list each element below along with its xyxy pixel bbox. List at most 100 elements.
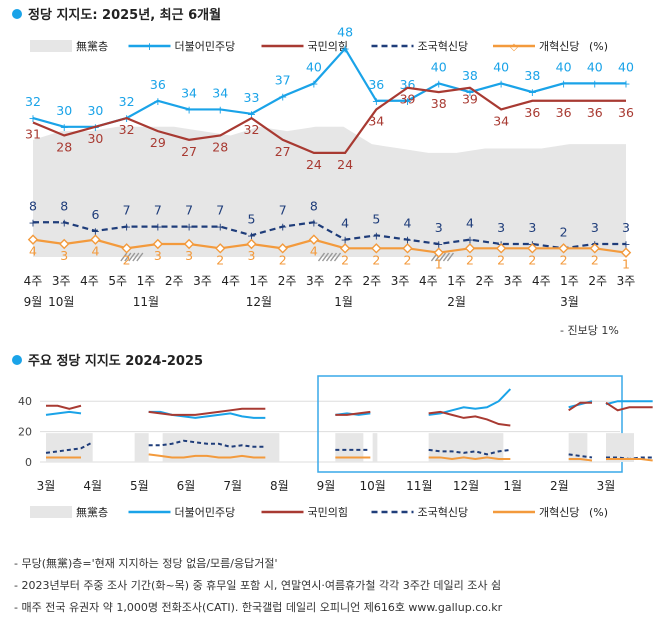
legend-marker-reform: ◇ bbox=[510, 42, 518, 53]
legend-label-reform: 개혁신당 bbox=[539, 40, 579, 53]
month-tick-label: 9월 bbox=[24, 295, 43, 309]
data-label-ppp: 28 bbox=[56, 139, 72, 154]
point-dem: + bbox=[278, 90, 287, 103]
point-dem: + bbox=[184, 103, 193, 116]
data-label-rebuild: 3 bbox=[622, 220, 630, 235]
data-label-ppp: 36 bbox=[524, 105, 540, 120]
data-label-ppp: 38 bbox=[431, 96, 447, 111]
gap-hatch bbox=[446, 252, 455, 262]
gap-hatch bbox=[438, 252, 447, 262]
week-tick-label: 3주 bbox=[504, 274, 523, 288]
data-label-rebuild: 7 bbox=[123, 203, 131, 218]
point-dem: + bbox=[621, 77, 630, 90]
week-tick-label: 2주 bbox=[165, 274, 184, 288]
point-reform bbox=[402, 243, 413, 254]
legend-label-ppp: 국민의힘 bbox=[308, 40, 348, 53]
data-label-reform: 2 bbox=[372, 252, 380, 267]
data-label-reform: 2 bbox=[466, 252, 474, 267]
point-dem: + bbox=[528, 86, 537, 99]
point-reform bbox=[589, 243, 601, 254]
week-tick-label: 1주 bbox=[447, 274, 466, 288]
data-label-rebuild: 4 bbox=[341, 216, 349, 231]
footnote-1: - 무당(無黨)층='현재 지지하는 정당 없음/모름/응답거절' bbox=[14, 557, 278, 570]
month-tick-label: 9월 bbox=[317, 479, 336, 493]
gap-hatch bbox=[128, 252, 136, 262]
month-tick-label: 1월 bbox=[334, 295, 353, 309]
point-rebuild: + bbox=[465, 234, 474, 247]
line-ppp bbox=[335, 410, 371, 416]
area-none-block bbox=[568, 433, 588, 462]
data-label-dem: 37 bbox=[275, 72, 291, 87]
month-tick-label: 11월 bbox=[133, 295, 159, 309]
month-tick-label: 5월 bbox=[130, 479, 149, 493]
line-rebuild bbox=[45, 441, 94, 454]
week-tick-label: 2주 bbox=[334, 274, 353, 288]
title-bullet-icon bbox=[12, 8, 22, 19]
data-label-rebuild: 2 bbox=[560, 224, 568, 239]
data-label-dem: 40 bbox=[493, 59, 509, 74]
area-none-block bbox=[372, 433, 378, 462]
footnote-3: - 매주 전국 유권자 약 1,000명 전화조사(CATI). 한국갤럽 데일… bbox=[14, 601, 503, 614]
data-label-dem: 36 bbox=[368, 77, 384, 92]
data-label-dem: 40 bbox=[556, 59, 572, 74]
legend-swatch-none bbox=[30, 506, 72, 518]
line-ppp bbox=[32, 86, 626, 154]
area-none-block bbox=[606, 433, 634, 462]
data-label-ppp: 30 bbox=[87, 131, 103, 146]
data-label-ppp: 36 bbox=[556, 105, 572, 120]
secondary-chart-title: 주요 정당 지지도 2024-2025 bbox=[12, 350, 203, 369]
legend-label-none: 無黨층 bbox=[76, 505, 108, 519]
point-dem: + bbox=[216, 103, 225, 116]
point-reform bbox=[215, 243, 226, 254]
point-reform bbox=[152, 238, 164, 250]
gap-hatch bbox=[120, 252, 128, 262]
y-tick-label: 40 bbox=[18, 395, 32, 408]
data-label-dem: 34 bbox=[181, 85, 197, 100]
month-tick-label: 4월 bbox=[83, 479, 102, 493]
line-reform bbox=[428, 456, 511, 460]
point-rebuild: + bbox=[247, 229, 256, 242]
point-dem: + bbox=[60, 121, 69, 134]
point-dem: + bbox=[497, 77, 506, 90]
point-rebuild: + bbox=[621, 238, 630, 251]
month-tick-label: 3월 bbox=[37, 479, 56, 493]
point-dem: + bbox=[28, 112, 37, 125]
legend-unit: (%) bbox=[589, 506, 608, 519]
point-dem: + bbox=[372, 95, 381, 108]
point-dem: + bbox=[403, 95, 412, 108]
gap-hatch bbox=[321, 252, 330, 262]
point-rebuild: + bbox=[372, 229, 381, 242]
data-label-ppp: 39 bbox=[400, 92, 416, 107]
data-label-reform: 4 bbox=[310, 244, 318, 259]
point-reform bbox=[121, 243, 132, 254]
gap-hatch bbox=[329, 252, 338, 262]
point-dem: + bbox=[247, 108, 256, 121]
month-tick-label: 11월 bbox=[406, 479, 432, 493]
data-label-rebuild: 8 bbox=[310, 198, 318, 213]
data-label-reform: 3 bbox=[60, 248, 68, 263]
line-dem bbox=[32, 46, 626, 128]
legend: 無黨층 + 더불어민주당 국민의힘 조국혁신당 ◇ 개혁신당 (%) bbox=[30, 39, 608, 53]
point-reform bbox=[246, 238, 257, 250]
data-label-ppp: 24 bbox=[337, 157, 353, 172]
data-label-ppp: 34 bbox=[368, 113, 384, 128]
data-label-dem: 30 bbox=[87, 103, 103, 118]
data-label-ppp: 36 bbox=[587, 105, 603, 120]
main-chart-title: 정당 지지도: 2025년, 최근 6개월 bbox=[12, 4, 221, 23]
data-label-reform: 1 bbox=[622, 257, 630, 272]
data-label-ppp: 39 bbox=[462, 92, 478, 107]
point-dem: + bbox=[590, 77, 599, 90]
line-rebuild bbox=[148, 439, 266, 448]
data-label-rebuild: 7 bbox=[154, 203, 162, 218]
line-ppp bbox=[46, 404, 82, 410]
line-dem bbox=[45, 410, 82, 416]
data-label-dem: 40 bbox=[587, 59, 603, 74]
point-reform bbox=[308, 234, 320, 245]
point-reform bbox=[90, 234, 101, 245]
month-tick-label: 6월 bbox=[177, 479, 196, 493]
line-ppp bbox=[605, 401, 653, 412]
data-label-reform: 1 bbox=[435, 257, 443, 272]
point-reform bbox=[371, 243, 382, 254]
legend-unit: (%) bbox=[589, 40, 608, 53]
legend-label-dem: 더불어민주당 bbox=[175, 506, 236, 519]
